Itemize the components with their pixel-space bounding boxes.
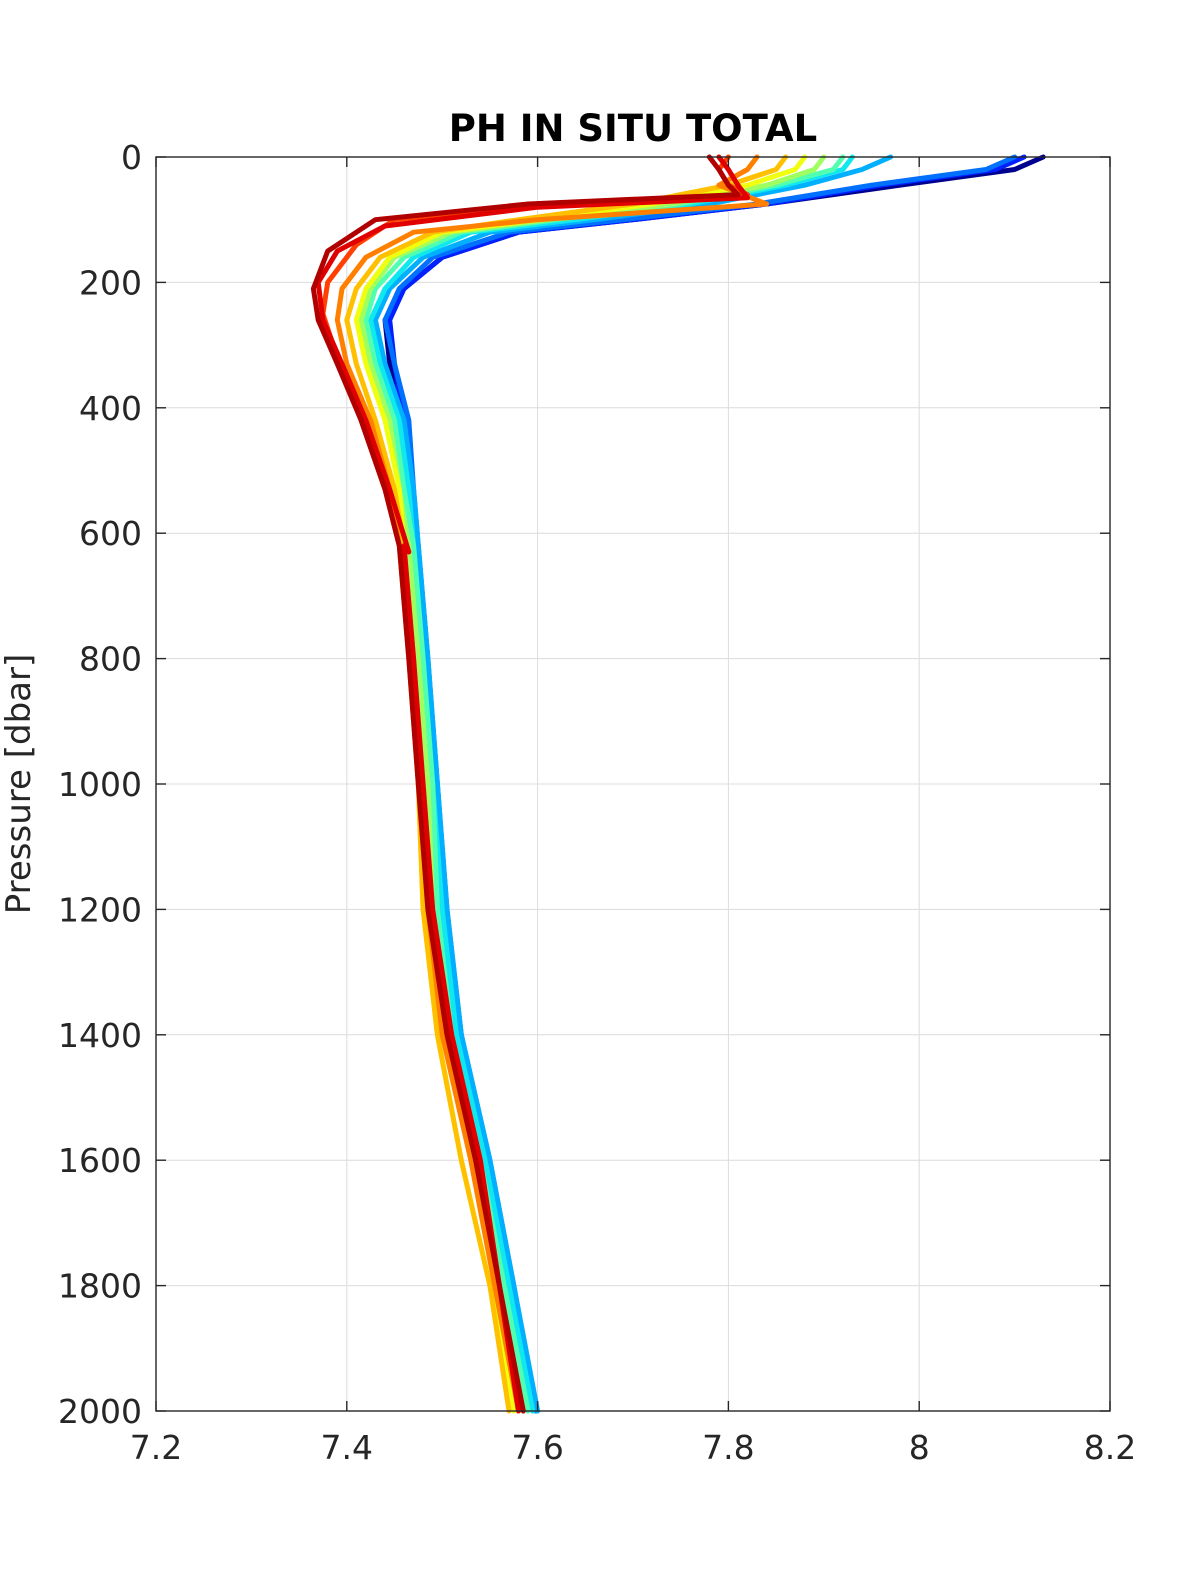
profile-line	[344, 154, 789, 1414]
y-tick-label: 1400	[58, 1016, 142, 1055]
profile-line	[315, 154, 750, 1414]
chart-title: PH IN SITU TOTAL	[449, 107, 817, 150]
y-tick-label: 400	[79, 389, 142, 428]
y-axis-label: Pressure [dbar]	[0, 654, 39, 915]
y-tick-labels: 0 200 400 600 800 1000 1200 1400 1600 1800 2000	[58, 138, 142, 1431]
y-tick-label: 2000	[58, 1392, 142, 1431]
x-tick-label: 7.6	[511, 1428, 563, 1467]
y-tick-label: 600	[79, 514, 142, 553]
y-tick-label: 1600	[58, 1141, 142, 1180]
y-tick-label: 1200	[58, 890, 142, 929]
profile-series	[310, 154, 1046, 1414]
tick-marks	[155, 156, 1111, 1412]
profile-line	[310, 154, 741, 1414]
y-tick-label: 1000	[58, 765, 142, 804]
x-tick-label: 7.8	[702, 1428, 754, 1467]
x-tick-label: 7.4	[321, 1428, 373, 1467]
x-tick-label: 7.2	[130, 1428, 182, 1467]
x-tick-label: 8	[909, 1428, 930, 1467]
y-tick-label: 800	[79, 640, 142, 679]
y-tick-label: 1800	[58, 1267, 142, 1306]
profile-line	[372, 154, 894, 1414]
y-tick-label: 0	[121, 138, 142, 177]
profile-line	[334, 154, 770, 1414]
x-tick-labels: 7.2 7.4 7.6 7.8 8 8.2	[130, 1428, 1136, 1467]
x-tick-label: 8.2	[1084, 1428, 1136, 1467]
y-tick-label: 200	[79, 263, 142, 302]
